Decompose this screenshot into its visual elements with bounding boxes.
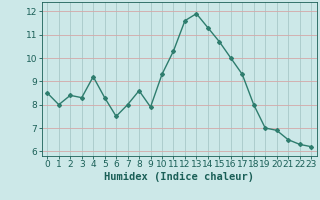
X-axis label: Humidex (Indice chaleur): Humidex (Indice chaleur): [104, 172, 254, 182]
